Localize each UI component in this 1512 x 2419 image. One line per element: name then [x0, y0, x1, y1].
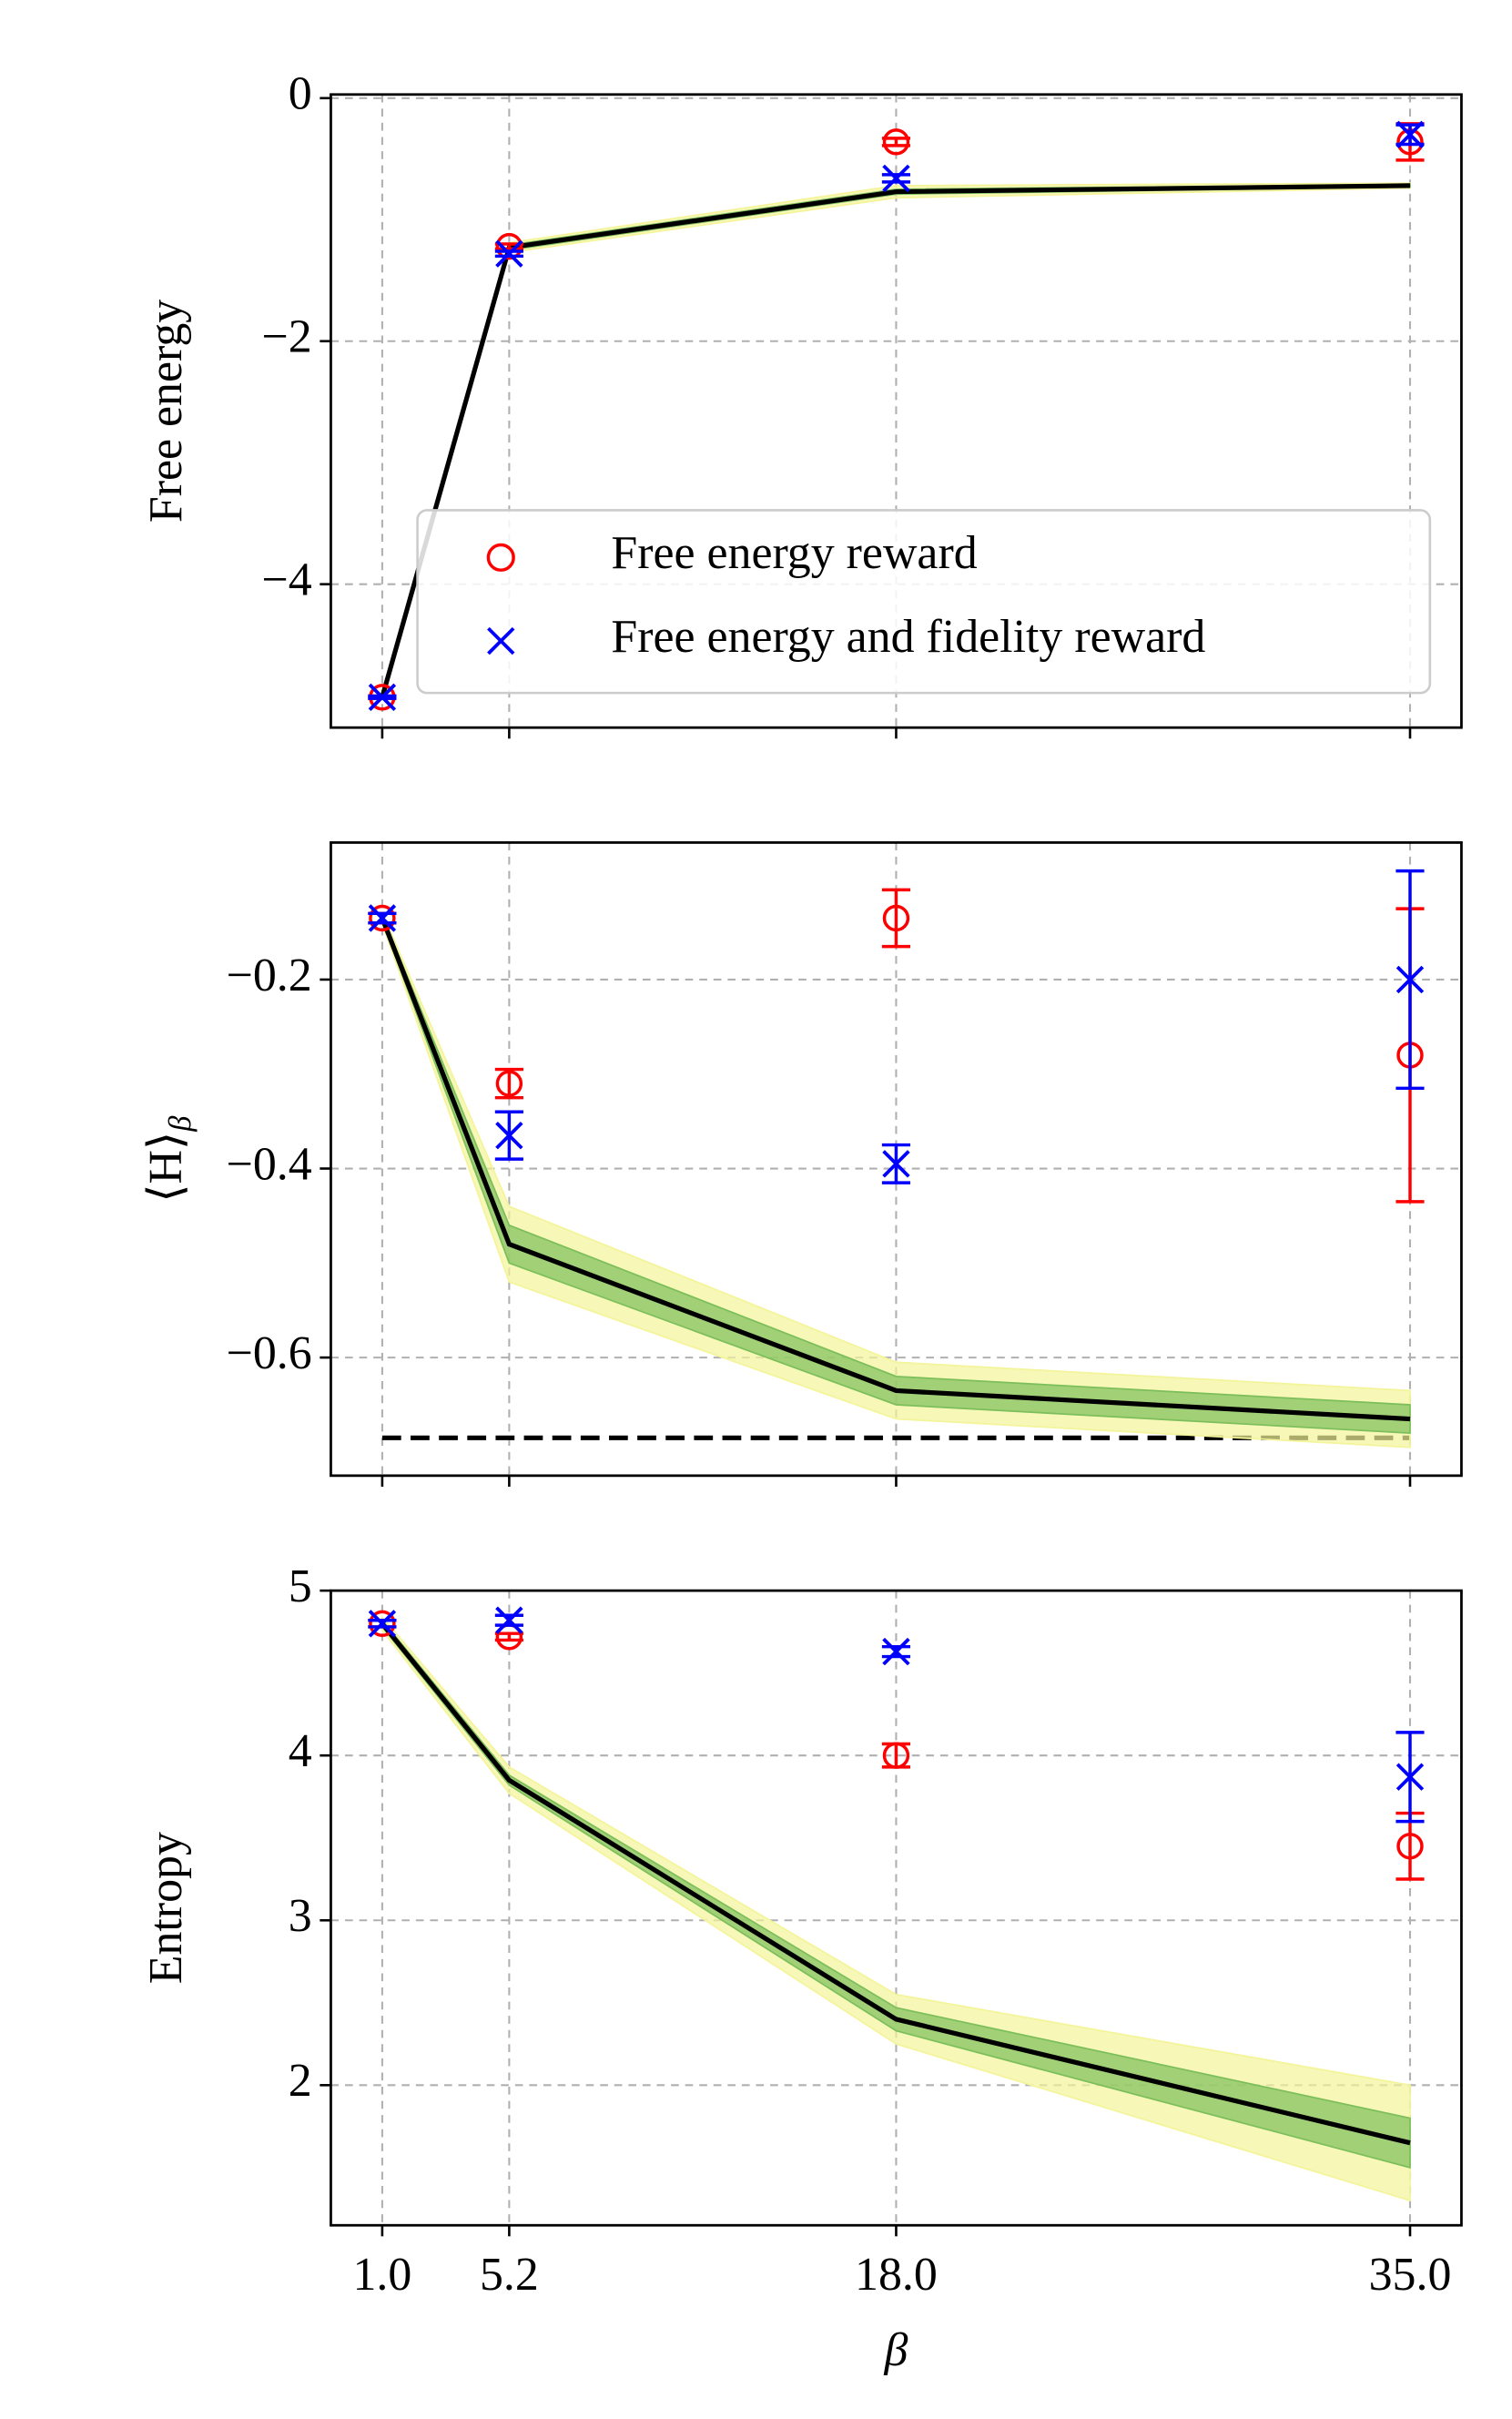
line: [380, 917, 1411, 1422]
y-axis-label-sub: β: [163, 1115, 198, 1133]
x-axis-label: β: [884, 2324, 908, 2376]
marker: [882, 1742, 910, 1769]
marker: [1396, 1833, 1424, 1860]
marker: [1395, 120, 1425, 149]
marker: [882, 1637, 910, 1666]
y-tick-label: 0: [289, 68, 312, 120]
marker: [1395, 965, 1425, 994]
y-tick-label: 5: [289, 1560, 312, 1612]
y-tick-label: −0.6: [227, 1327, 312, 1379]
marker: [1395, 1763, 1425, 1791]
axes-frame: [330, 841, 1463, 1478]
y-tick-label: −0.2: [227, 950, 312, 1001]
y-tick-label: −4: [261, 554, 311, 606]
y-tick-label: 3: [289, 1890, 312, 1942]
y-axis-label-main: Entropy: [140, 1832, 192, 1984]
x-tick-label: 5.2: [480, 2249, 539, 2301]
marker: [495, 1606, 523, 1634]
line: [380, 1621, 1411, 2146]
legend-label: Free energy reward: [611, 527, 977, 579]
y-tick-label: −0.4: [227, 1138, 312, 1190]
marker: [368, 1610, 397, 1638]
marker: [495, 239, 523, 268]
legend-marker: [486, 543, 515, 572]
y-axis-label: Free energy: [140, 300, 192, 523]
legend-marker: [487, 626, 515, 656]
marker: [882, 164, 910, 193]
y-axis-label: ⟨H⟩β: [140, 1115, 198, 1203]
marker: [369, 1610, 396, 1638]
axes-frame: [330, 1589, 1463, 2227]
x-tick-label: 35.0: [1369, 2249, 1452, 2301]
legend-label: Free energy and fidelity reward: [611, 611, 1205, 663]
y-axis-label-main: ⟨H⟩: [140, 1132, 192, 1203]
marker: [369, 904, 396, 932]
inner-band: [381, 1618, 1411, 2169]
marker: [368, 904, 397, 932]
marker: [495, 1070, 523, 1097]
outer-band: [381, 1614, 1411, 2202]
y-axis-label: Entropy: [140, 1832, 192, 1984]
marker: [882, 128, 910, 156]
y-tick-label: −2: [261, 311, 311, 363]
axes-frame: [330, 93, 1463, 729]
legend-box: [416, 509, 1432, 695]
marker: [368, 683, 397, 711]
outer-band: [381, 911, 1411, 1448]
y-tick-label: 2: [289, 2055, 312, 2107]
marker: [882, 904, 910, 932]
y-axis-label-main: Free energy: [140, 300, 192, 523]
marker: [495, 232, 523, 260]
marker: [495, 1122, 523, 1150]
x-tick-label: 18.0: [855, 2249, 938, 2301]
marker: [882, 1150, 910, 1178]
inner-band: [381, 915, 1411, 1435]
line: [380, 183, 1411, 698]
y-tick-label: 4: [289, 1725, 312, 1777]
x-tick-label: 1.0: [352, 2249, 411, 2301]
